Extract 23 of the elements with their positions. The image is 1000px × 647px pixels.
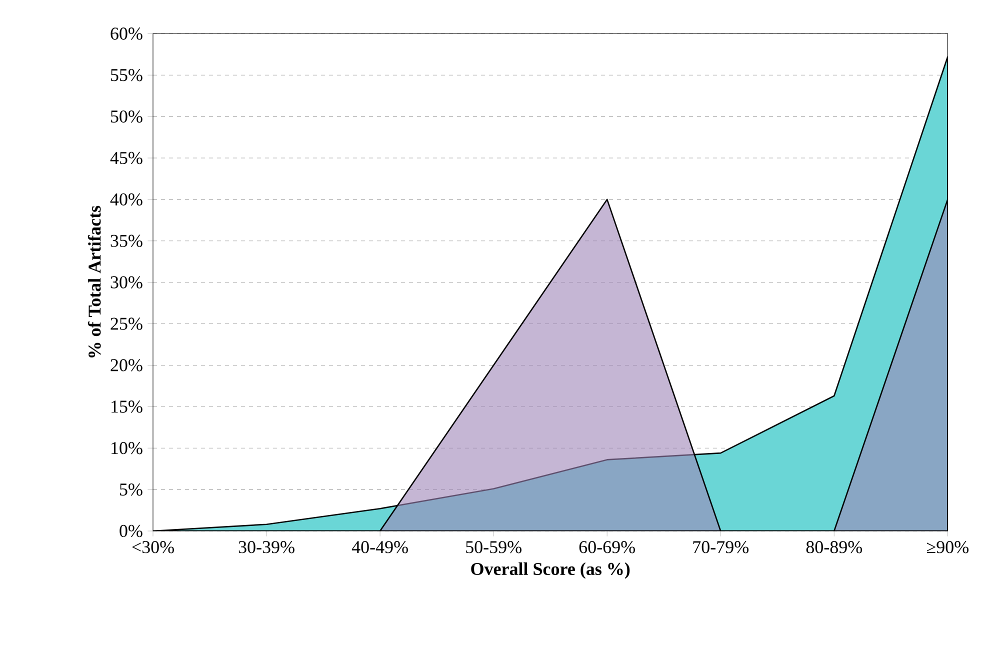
y-tick-label: 45% [110, 152, 142, 164]
x-tick-label: 60-69% [579, 541, 635, 554]
y-tick-label: 50% [111, 110, 142, 123]
y-tick-label: 55% [111, 69, 142, 82]
y-tick-label: 0% [120, 524, 142, 538]
y-tick-label: 20% [110, 359, 142, 372]
x-tick-label: ≥90% [926, 541, 969, 554]
x-tick-label: <30% [132, 541, 174, 554]
y-tick-label: 25% [110, 318, 142, 330]
x-tick-label: 40-49% [352, 541, 408, 554]
x-axis-title: Overall Score (as %) [471, 562, 630, 579]
y-tick-label: 5% [120, 483, 142, 496]
x-tick-label: 70-79% [693, 541, 749, 554]
y-tick-label: 60% [110, 28, 142, 40]
x-tick-label: 50-59% [466, 541, 522, 554]
y-tick-label: 35% [110, 234, 142, 247]
x-tick-label: 30-39% [238, 541, 294, 554]
y-tick-label: 40% [110, 193, 142, 206]
y-tick-label: 15% [112, 400, 142, 413]
x-tick-label: 80-89% [806, 541, 862, 554]
y-tick-label: 30% [110, 276, 142, 288]
y-tick-label: 10% [112, 442, 142, 454]
y-axis-title: % of Total Artifacts [88, 206, 101, 358]
